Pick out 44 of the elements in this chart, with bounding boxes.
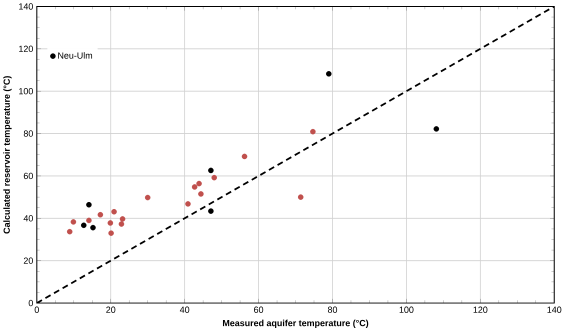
point xyxy=(298,194,304,200)
point xyxy=(120,216,126,222)
point xyxy=(108,230,114,236)
legend-label: Neu-Ulm xyxy=(58,52,92,59)
point xyxy=(70,219,76,225)
point xyxy=(326,70,332,76)
x-tick-label: 100 xyxy=(400,306,414,313)
point xyxy=(111,208,117,214)
x-tick-label: 140 xyxy=(547,306,562,313)
x-tick-label: 60 xyxy=(254,306,264,313)
point xyxy=(86,218,92,224)
x-tick-label: 80 xyxy=(328,306,338,313)
point xyxy=(192,184,198,190)
y-tick-label: 100 xyxy=(19,88,33,94)
point xyxy=(208,168,214,174)
x-axis-title: Measured aquifer temperature (°C) xyxy=(222,320,368,328)
y-tick-label: 120 xyxy=(19,46,33,52)
point xyxy=(108,220,114,226)
x-tick-label: 0 xyxy=(34,306,39,313)
point xyxy=(86,202,92,208)
point xyxy=(242,154,248,160)
y-axis-title: Calculated reservoir temperature (°C) xyxy=(3,76,12,234)
x-tick-label: 20 xyxy=(106,306,116,313)
point xyxy=(144,194,150,200)
point xyxy=(434,126,440,132)
point xyxy=(118,221,124,227)
x-tick-label: 40 xyxy=(180,306,190,313)
point xyxy=(98,212,104,218)
point xyxy=(185,200,191,207)
y-tick-label: 40 xyxy=(24,215,33,222)
point xyxy=(90,224,96,230)
point xyxy=(208,208,214,214)
x-tick-label: 120 xyxy=(474,306,488,313)
point xyxy=(211,174,217,180)
point xyxy=(196,180,202,186)
y-tick-label: 80 xyxy=(24,130,33,137)
y-tick-label: 140 xyxy=(19,3,33,10)
y-tick-label: 20 xyxy=(24,257,33,264)
y-tick-label: 60 xyxy=(24,172,33,179)
point xyxy=(66,228,72,234)
point xyxy=(80,222,87,228)
point xyxy=(198,191,204,197)
point xyxy=(310,128,316,134)
y-tick-label: 0 xyxy=(28,300,33,306)
